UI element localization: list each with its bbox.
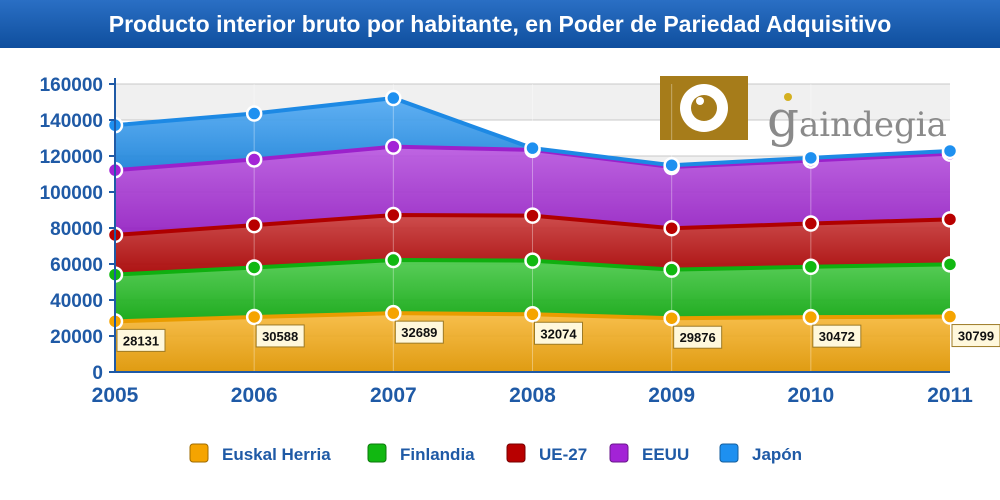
logo-word: aindegia [799,105,947,145]
data-point [941,256,959,273]
legend-label: Japón [752,445,802,464]
legend-swatch [189,443,209,463]
data-label-box [394,320,444,344]
data-point [524,252,541,269]
legend-swatch [719,443,739,463]
data-label: 30799 [958,329,994,344]
data-point [385,138,402,155]
x-tick-label: 2011 [927,384,973,407]
data-label-box [116,328,166,352]
x-tick-label: 2005 [92,384,139,407]
data-label-box [812,324,862,348]
data-point [385,89,402,107]
data-point [941,142,959,160]
y-tick-label: 0 [92,363,103,384]
data-point [385,304,402,322]
y-tick-label: 60000 [50,255,103,276]
legend-swatch [506,443,526,463]
data-point [245,259,263,276]
data-point [941,211,959,228]
legend-swatch [367,443,387,463]
x-tick-label: 2009 [648,384,695,407]
data-label: 30472 [819,329,855,344]
logo-initial: g [767,90,799,148]
data-label: 32074 [540,326,577,341]
data-point [245,105,263,122]
data-label-box [673,325,723,349]
logo-mark-core [691,95,717,121]
legend-label: UE-27 [539,445,587,464]
y-tick-label: 160000 [40,75,103,96]
data-point [524,306,541,323]
y-tick-label: 20000 [50,327,103,348]
data-point [663,219,680,237]
y-tick-label: 100000 [40,183,103,204]
data-point [245,151,263,168]
chart-title: Producto interior bruto por habitante, e… [0,0,1000,48]
data-point [385,251,402,269]
data-label: 32689 [401,325,437,340]
y-tick-label: 140000 [40,111,103,132]
logo-mark-dot [696,97,704,105]
area-finlandia [115,260,950,322]
data-point [802,149,820,167]
data-point [245,308,263,326]
y-tick-label: 40000 [50,291,103,312]
area-euskal-herria [115,313,950,372]
data-label: 28131 [123,333,159,348]
data-point [385,206,402,224]
data-point [802,308,820,326]
x-tick-label: 2010 [787,384,834,407]
area-eeuu [115,146,950,235]
data-label: 29876 [680,330,716,345]
legend-swatch [609,443,629,463]
data-point [245,216,263,234]
data-point [802,258,820,276]
legend-label: EEUU [642,445,689,464]
y-tick-label: 80000 [50,219,103,240]
data-point [802,215,820,232]
data-point [524,139,541,157]
legend-label: Euskal Herria [222,445,331,464]
x-tick-label: 2008 [509,384,556,407]
data-point [663,156,680,174]
data-point [663,309,680,327]
x-tick-label: 2007 [370,384,417,407]
logo-text: gaindegia [767,90,947,148]
data-label-box [534,321,583,345]
x-tick-label: 2006 [231,384,278,407]
logo-dot [784,93,792,101]
data-label-box [255,324,305,348]
data-point [941,308,959,325]
area-ue-27 [115,215,950,275]
legend-label: Finlandia [400,445,475,464]
y-tick-label: 120000 [40,147,103,168]
data-point [524,207,541,224]
data-label-box [951,324,1000,348]
data-label: 30588 [262,329,298,344]
data-point [663,261,680,278]
